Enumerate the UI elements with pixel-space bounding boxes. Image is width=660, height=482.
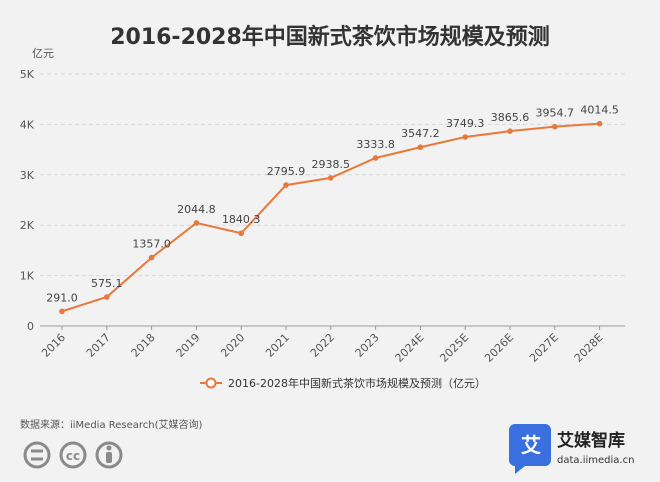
data-point bbox=[552, 123, 558, 130]
data-point bbox=[507, 128, 513, 134]
data-point bbox=[59, 308, 65, 315]
data-label: 2938.5 bbox=[312, 158, 351, 171]
data-point bbox=[238, 230, 244, 237]
data-label: 291.0 bbox=[46, 291, 78, 304]
series-line-group bbox=[61, 122, 600, 313]
data-label: 2795.9 bbox=[267, 165, 306, 178]
y-axis-unit: 亿元 bbox=[32, 47, 54, 60]
chart-title: 2016-2028年中国新式茶饮市场规模及预测 bbox=[110, 24, 550, 50]
source-note: 数据来源：iiMedia Research(艾媒咨询) bbox=[20, 418, 203, 431]
brand-logo: 艾 bbox=[509, 424, 551, 474]
legend-label: 2016-2028年中国新式茶饮市场规模及预测（亿元） bbox=[228, 376, 486, 390]
x-tick-label: 2018 bbox=[129, 331, 158, 360]
brand-logo-char: 艾 bbox=[521, 433, 541, 457]
data-label: 575.1 bbox=[91, 277, 123, 290]
x-tick-label: 2023 bbox=[353, 331, 382, 360]
data-point bbox=[462, 134, 469, 140]
y-tick-label: 5K bbox=[20, 68, 35, 81]
person-icon bbox=[95, 441, 123, 469]
data-points bbox=[59, 120, 603, 315]
data-point bbox=[328, 175, 334, 181]
x-tick-label: 2020 bbox=[218, 331, 247, 360]
y-tick-label: 1K bbox=[20, 270, 35, 283]
x-tick-label: 2028E bbox=[572, 331, 606, 365]
cc-icon: cc bbox=[59, 441, 87, 469]
x-tick-label: 2025E bbox=[437, 331, 471, 365]
brand-url: data.iimedia.cn bbox=[557, 455, 634, 466]
x-tick-label: 2026E bbox=[482, 331, 516, 365]
data-label: 2044.8 bbox=[177, 203, 216, 216]
x-tick-label: 2024E bbox=[393, 331, 427, 365]
y-tick-label: 0 bbox=[27, 320, 34, 333]
data-point bbox=[193, 220, 200, 226]
gridlines bbox=[40, 73, 625, 327]
data-label: 3954.7 bbox=[536, 107, 575, 120]
y-tick-label: 4K bbox=[20, 118, 35, 131]
data-point bbox=[372, 155, 379, 161]
x-tick-label: 2016 bbox=[39, 331, 68, 360]
x-tick-label: 2017 bbox=[84, 331, 113, 360]
x-tick-label: 2022 bbox=[308, 331, 337, 360]
x-tick-label: 2027E bbox=[527, 331, 561, 365]
x-tick-label: 2019 bbox=[174, 331, 203, 360]
data-point bbox=[283, 182, 289, 188]
y-tick-label: 2K bbox=[20, 219, 35, 232]
x-tick-label: 2021 bbox=[263, 331, 292, 360]
data-label: 3865.6 bbox=[491, 111, 530, 124]
legend: 2016-2028年中国新式茶饮市场规模及预测（亿元） bbox=[200, 376, 486, 390]
data-label: 3333.8 bbox=[356, 138, 395, 151]
y-tick-labels: 0 1K 2K 3K 4K 5K bbox=[20, 68, 35, 333]
data-label: 1840.3 bbox=[222, 213, 261, 226]
data-label: 3749.3 bbox=[446, 117, 485, 130]
data-point bbox=[596, 120, 603, 127]
legend-marker-swatch bbox=[205, 377, 217, 389]
equals-icon bbox=[23, 441, 51, 469]
svg-text:cc: cc bbox=[66, 449, 80, 463]
data-point bbox=[417, 144, 424, 151]
series-line bbox=[61, 122, 600, 313]
x-tick-labels: 2016 2017 2018 2019 2020 2021 2022 2023 2024E 202… bbox=[39, 326, 606, 365]
data-labels: 291.0 575.1 1357.0 2044.8 1840.3 2795.9 2938.5… bbox=[46, 104, 619, 305]
data-label: 1357.0 bbox=[132, 238, 171, 251]
data-label: 4014.5 bbox=[580, 104, 619, 117]
data-point bbox=[148, 254, 155, 261]
y-tick-label: 3K bbox=[20, 169, 35, 182]
data-point bbox=[104, 294, 110, 300]
data-label: 3547.2 bbox=[401, 127, 440, 140]
brand-name: 艾媒智库 bbox=[557, 430, 625, 451]
